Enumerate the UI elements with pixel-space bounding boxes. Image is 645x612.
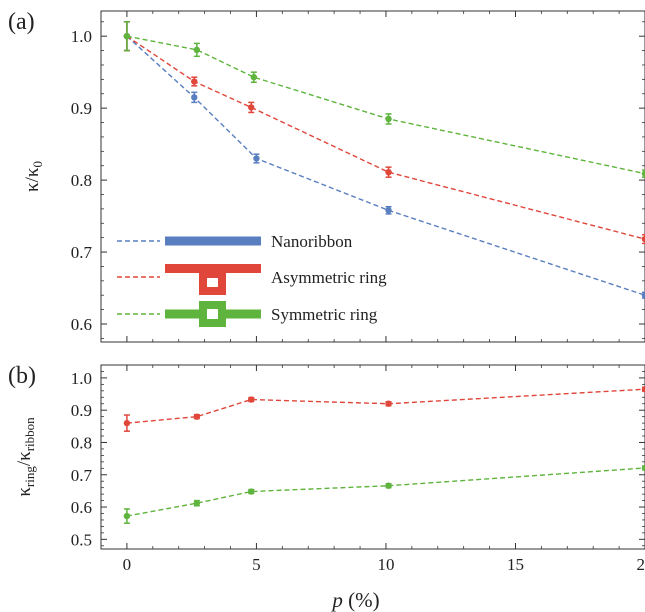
- panel-b: 0.5 0.6 0.7 0.8 0.9 1.0 0 5 10 15 20 (b) κring/κribb…: [8, 363, 645, 612]
- y-tick-label: 1.0: [71, 369, 92, 388]
- data-point: [641, 464, 645, 472]
- x-tick-label: 10: [377, 555, 394, 574]
- y-axis-label-main: κ: [14, 487, 35, 497]
- x-tick-label: 15: [507, 555, 524, 574]
- data-point: [193, 46, 201, 54]
- y-tick-label: 0.6: [71, 498, 92, 517]
- x-axis-label-unit: (%): [343, 588, 380, 612]
- nanoribbon-glyph: [165, 236, 261, 246]
- legend-entry-nanoribbon: Nanoribbon: [117, 232, 353, 251]
- panel-a: 0.6 0.7 0.8 0.9 1.0 (a) κ/κ0 Nanoribbon Asymmetr…: [8, 9, 645, 343]
- plot-frame: [100, 364, 645, 550]
- data-point: [641, 292, 645, 299]
- y-tick-label: 0.9: [71, 99, 92, 118]
- y-tick-label: 0.5: [71, 530, 92, 549]
- data-point: [193, 499, 201, 507]
- data-point: [253, 155, 260, 162]
- x-axis-label-var: p: [330, 588, 343, 612]
- legend-entry-asymmetric-ring: Asymmetric ring: [117, 264, 387, 295]
- legend-label: Symmetric ring: [271, 305, 378, 324]
- y-axis-label-sub: ribbon: [22, 417, 37, 451]
- panel-label: (a): [8, 9, 35, 35]
- data-point: [123, 32, 131, 40]
- data-point: [385, 482, 392, 489]
- data-point: [385, 115, 392, 123]
- data-point: [123, 419, 131, 427]
- asymmetric-ring-glyph: [165, 264, 261, 273]
- legend-label: Asymmetric ring: [271, 268, 387, 287]
- y-axis-label: κ/κ0: [22, 161, 45, 192]
- y-axis-label-sub: 0: [30, 161, 45, 168]
- x-tick-label: 20: [637, 555, 645, 574]
- y-axis-label-sub: ring: [22, 466, 37, 487]
- data-point: [191, 78, 198, 85]
- data-point: [250, 74, 258, 81]
- data-point: [385, 400, 392, 407]
- y-axis-label-main: κ/κ: [22, 167, 43, 192]
- legend-label: Nanoribbon: [271, 232, 353, 251]
- data-point: [248, 396, 255, 403]
- data-point: [641, 170, 645, 177]
- y-tick-label: 0.9: [71, 401, 92, 420]
- data-point: [123, 512, 131, 520]
- data-point: [641, 235, 645, 243]
- asymmetric-ring-hole: [207, 278, 218, 287]
- data-point: [193, 413, 201, 420]
- y-tick-label: 0.6: [71, 315, 92, 334]
- y-tick-label: 0.7: [71, 243, 93, 262]
- data-point: [248, 104, 255, 111]
- legend-entry-symmetric-ring: Symmetric ring: [117, 301, 378, 327]
- series-line-nanoribbon: [126, 35, 645, 296]
- y-tick-label: 0.8: [71, 171, 92, 190]
- y-tick-label: 0.8: [71, 433, 92, 452]
- plot-frame: [100, 10, 645, 343]
- data-point: [385, 207, 392, 214]
- x-tick-label: 5: [252, 555, 261, 574]
- x-tick-label: 0: [123, 555, 132, 574]
- series-line-symmetric-ring: [126, 467, 645, 517]
- series-line-symmetric-ring: [126, 35, 645, 175]
- x-axis-label: p (%): [330, 588, 379, 612]
- data-point: [248, 488, 255, 495]
- y-tick-label: 0.7: [71, 466, 93, 485]
- data-point: [641, 386, 645, 393]
- panel-label: (b): [8, 363, 36, 389]
- y-tick-label: 1.0: [71, 27, 92, 46]
- data-point: [385, 168, 392, 176]
- y-axis-label-mid: /κ: [14, 451, 35, 466]
- y-axis-label: κring/κribbon: [14, 417, 37, 497]
- symmetric-ring-hole: [207, 309, 218, 319]
- data-point: [191, 94, 198, 101]
